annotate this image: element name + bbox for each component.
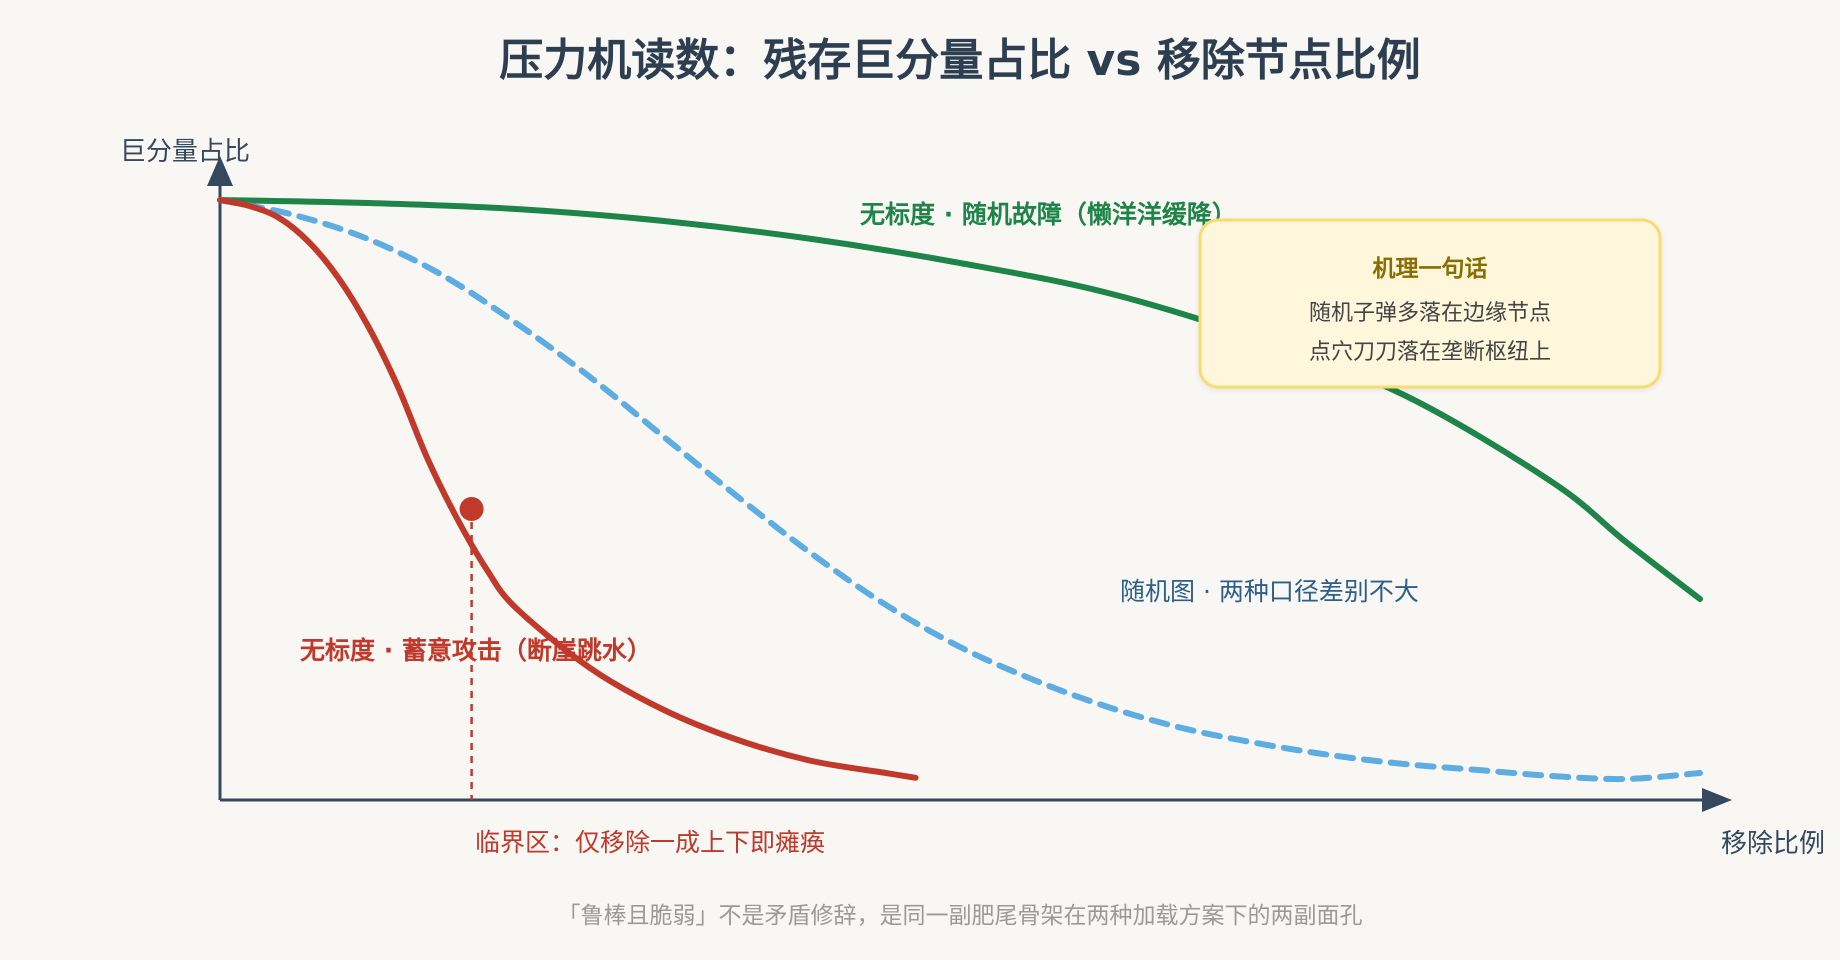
series-line-random-failure [217, 197, 1703, 602]
note-box-title: 机理一句话 [1373, 255, 1488, 282]
series-layer [217, 197, 1703, 783]
series-label-random-graph: 随机图 · 两种口径差别不大 [1120, 577, 1419, 606]
critical-zone-label: 临界区：仅移除一成上下即瘫痪 [475, 828, 825, 857]
chart-title: 压力机读数：残存巨分量占比 vs 移除节点比例 [499, 35, 1421, 86]
series-label-targeted-attack: 无标度 · 蓄意攻击（断崖跳水） [300, 636, 652, 665]
critical-point-marker [459, 497, 484, 521]
x-axis-arrow [1702, 788, 1732, 812]
note-box: 机理一句话 随机子弹多落在边缘节点 点穴刀刀落在垄断枢纽上 [1198, 218, 1662, 389]
note-box-line-1: 随机子弹多落在边缘节点 [1309, 301, 1551, 326]
note-box-background [1198, 218, 1662, 389]
x-axis-label: 移除比例 [1721, 829, 1825, 859]
series-label-random-failure: 无标度 · 随机故障（懒洋洋缓降） [860, 200, 1237, 229]
note-box-line-2: 点穴刀刀落在垄断枢纽上 [1309, 340, 1551, 365]
series-line-random-graph [217, 197, 1703, 783]
y-axis-arrow [207, 156, 233, 186]
series-line-targeted-attack [217, 197, 919, 781]
y-axis-label: 巨分量占比 [120, 137, 250, 167]
footer-caption: 「鲁棒且脆弱」不是矛盾修辞，是同一副肥尾骨架在两种加载方案下的两副面孔 [558, 903, 1363, 929]
